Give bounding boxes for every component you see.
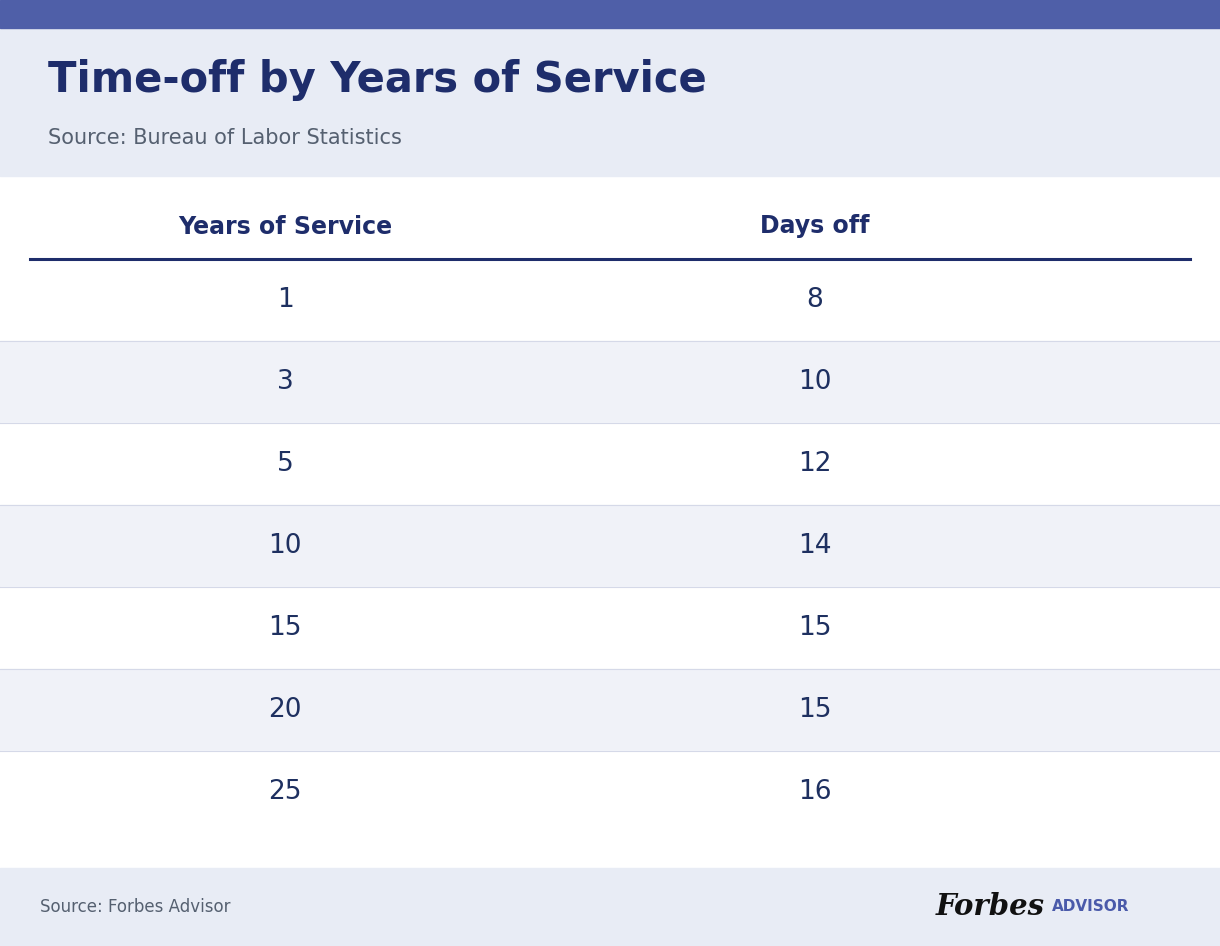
Bar	[0, 0, 1220, 28]
Bar	[0, 868, 1220, 946]
Text: 25: 25	[268, 779, 301, 805]
Bar	[0, 176, 1220, 868]
Bar	[0, 751, 1220, 833]
Text: 3: 3	[277, 369, 293, 395]
Text: 20: 20	[268, 697, 301, 723]
Text: 15: 15	[798, 697, 832, 723]
Text: 14: 14	[798, 533, 832, 559]
Text: 12: 12	[798, 451, 832, 477]
Bar	[0, 341, 1220, 423]
Text: Source: Forbes Advisor: Source: Forbes Advisor	[40, 898, 231, 916]
Text: 16: 16	[798, 779, 832, 805]
Text: 10: 10	[798, 369, 832, 395]
Text: ADVISOR: ADVISOR	[1052, 899, 1130, 914]
Bar	[0, 423, 1220, 505]
Text: 5: 5	[277, 451, 293, 477]
Text: Source: Bureau of Labor Statistics: Source: Bureau of Labor Statistics	[48, 128, 401, 148]
Bar	[0, 28, 1220, 176]
Bar	[0, 587, 1220, 669]
Text: Forbes: Forbes	[936, 891, 1046, 920]
Bar	[0, 505, 1220, 587]
Text: 15: 15	[798, 615, 832, 641]
Text: Days off: Days off	[760, 215, 870, 238]
Text: 15: 15	[268, 615, 301, 641]
Text: 8: 8	[806, 287, 824, 313]
Text: 1: 1	[277, 287, 293, 313]
Bar	[0, 259, 1220, 341]
Text: Years of Service: Years of Service	[178, 215, 392, 238]
Bar	[0, 669, 1220, 751]
Text: 10: 10	[268, 533, 301, 559]
Text: Time-off by Years of Service: Time-off by Years of Service	[48, 59, 706, 101]
